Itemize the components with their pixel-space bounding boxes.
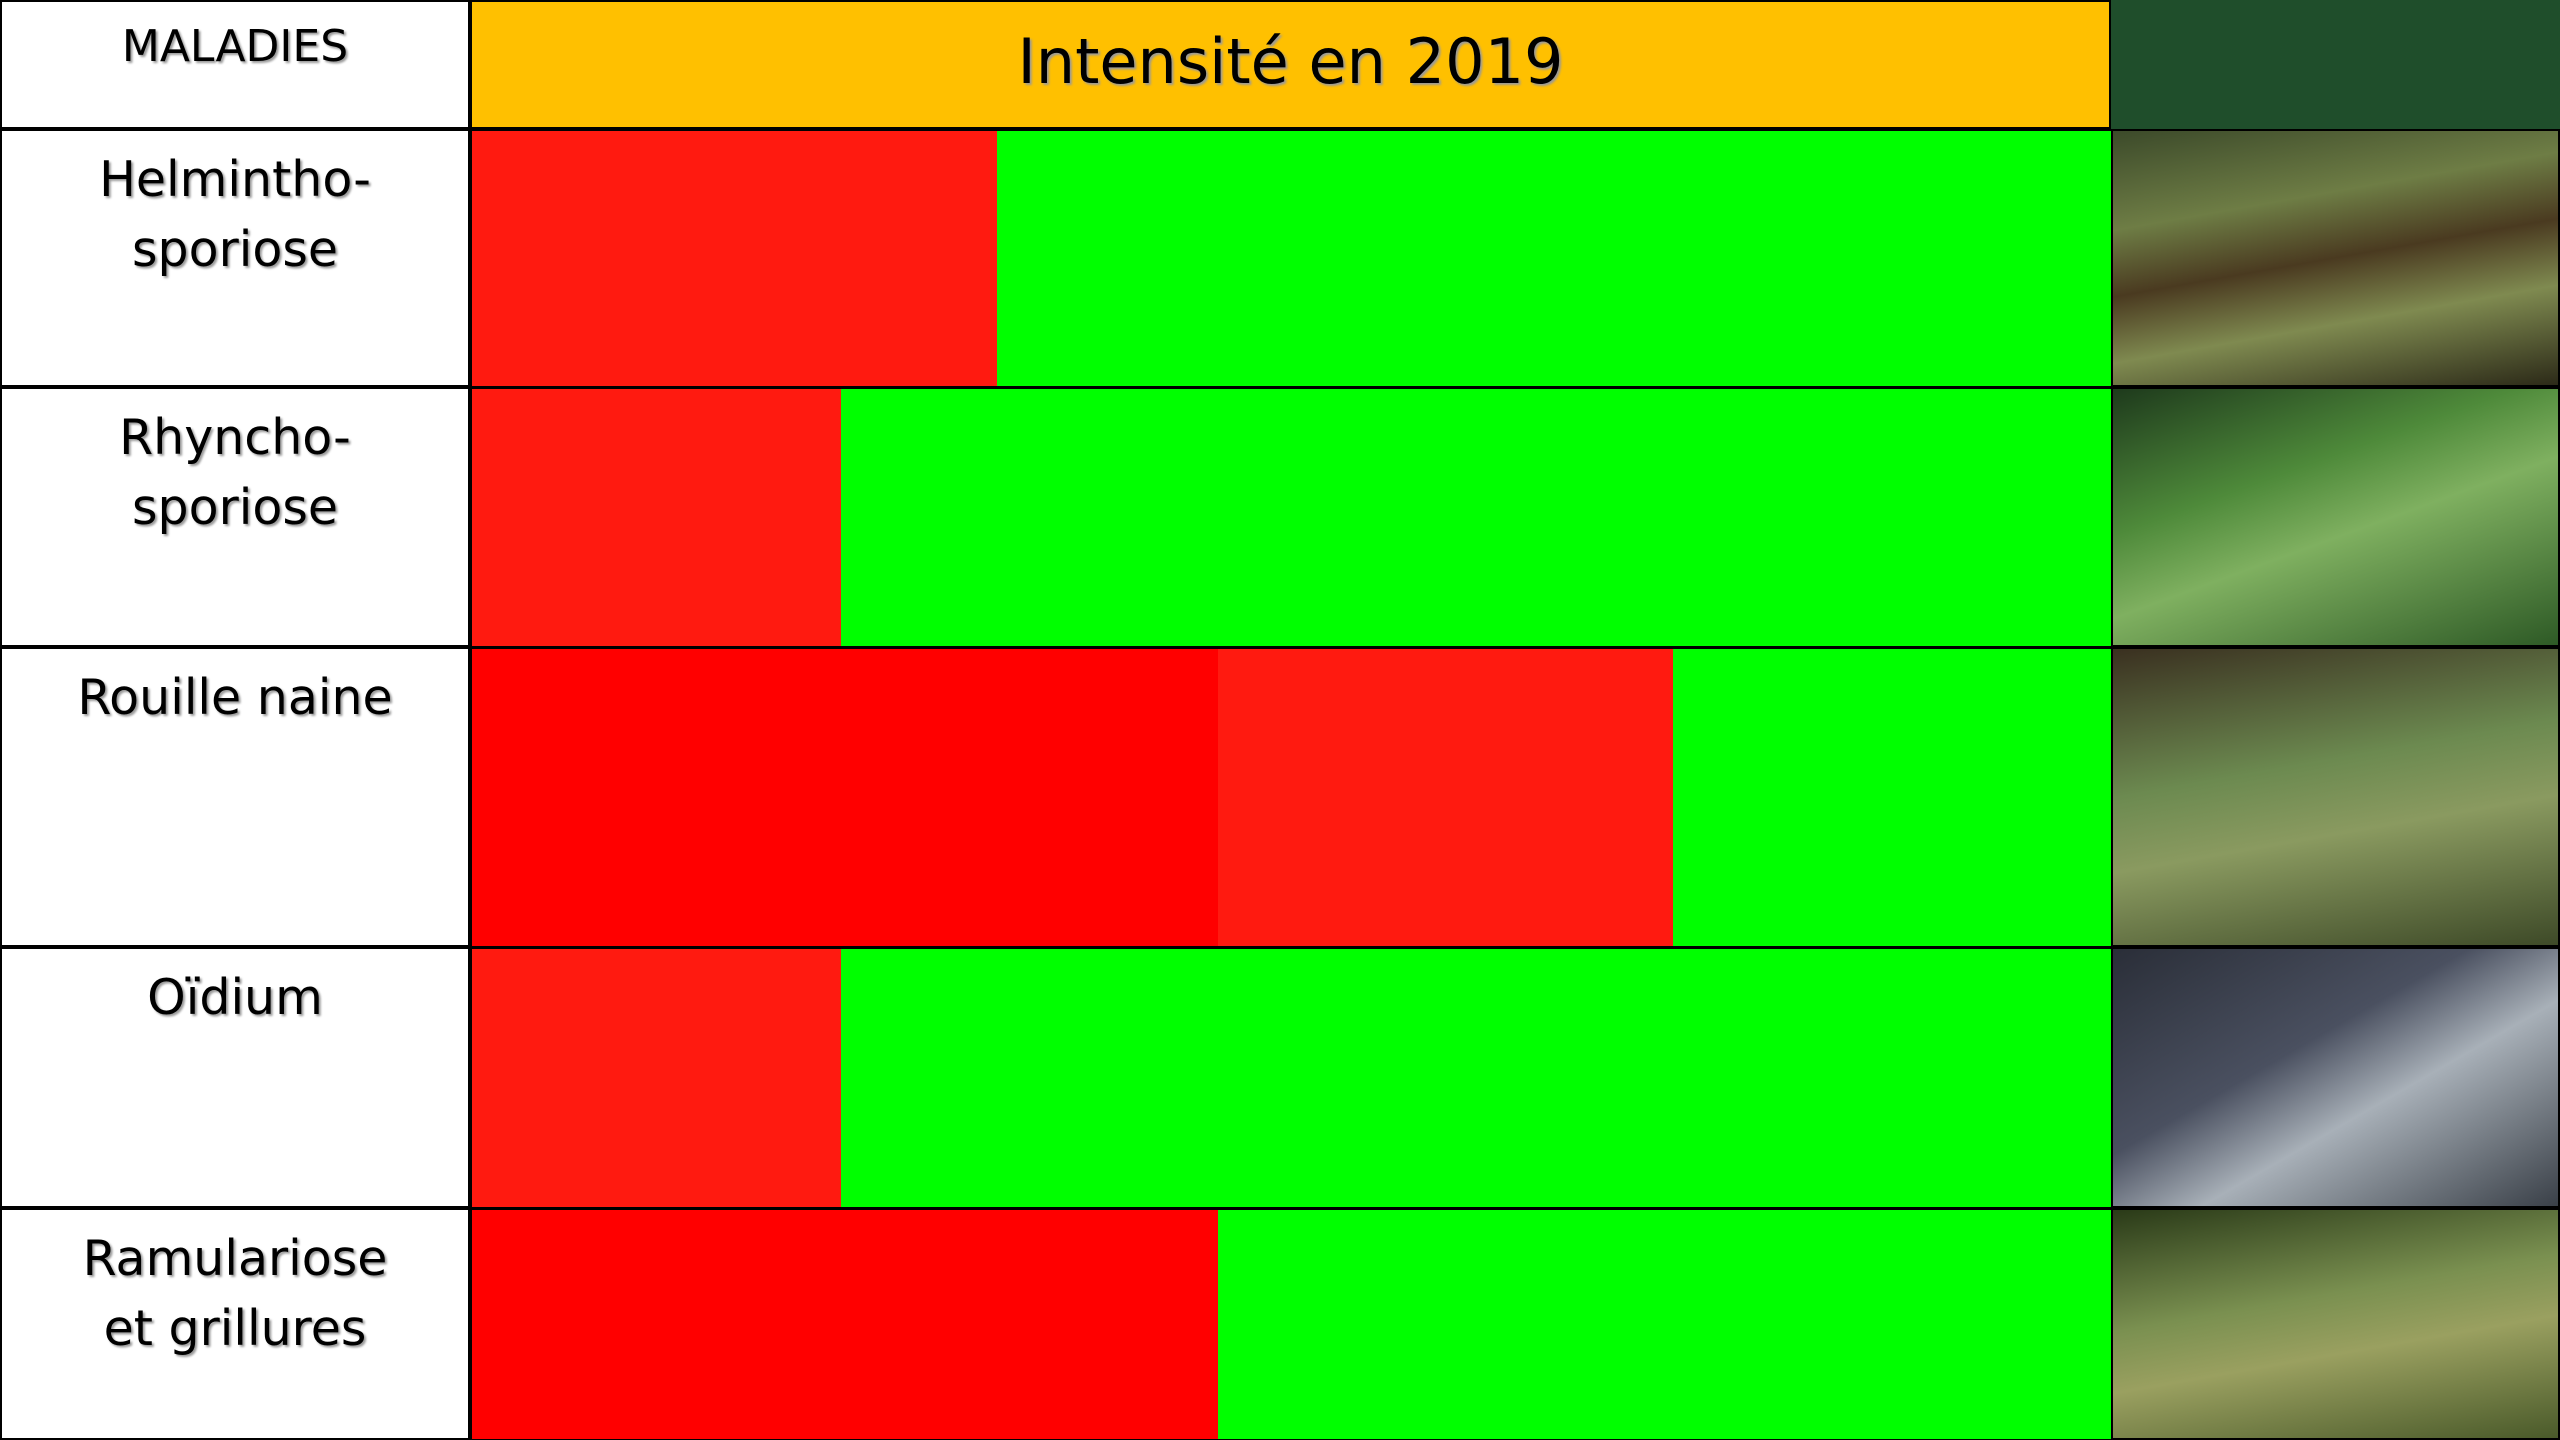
row-label-cell: Ramulariose et grillures bbox=[0, 1208, 470, 1440]
row-label-cell: Rouille naine bbox=[0, 647, 470, 947]
header-title-cell: Intensité en 2019 bbox=[470, 0, 2111, 129]
intensity-segment bbox=[841, 387, 2111, 647]
intensity-segment bbox=[470, 129, 997, 387]
disease-photo bbox=[2111, 647, 2560, 947]
header-photo-cell bbox=[2111, 0, 2560, 129]
intensity-segment bbox=[1218, 647, 1673, 947]
intensity-segment bbox=[470, 647, 1218, 947]
header-label: MALADIES bbox=[2, 12, 468, 82]
row-label: Ramulariose et grillures bbox=[2, 1224, 468, 1364]
row-label-cell: Rhyncho- sporiose bbox=[0, 387, 470, 647]
header-title: Intensité en 2019 bbox=[472, 22, 2109, 102]
header-cell: MALADIES bbox=[0, 0, 470, 129]
row-label-cell: Oïdium bbox=[0, 947, 470, 1208]
disease-photo bbox=[2111, 387, 2560, 647]
intensity-segment bbox=[470, 947, 841, 1208]
disease-photo bbox=[2111, 1208, 2560, 1440]
row-label: Rhyncho- sporiose bbox=[2, 403, 468, 543]
intensity-segment bbox=[997, 129, 2111, 387]
intensity-segment bbox=[470, 387, 841, 647]
intensity-segment bbox=[1218, 1208, 2111, 1440]
row-label-cell: Helmintho- sporiose bbox=[0, 129, 470, 387]
intensity-segment bbox=[470, 1208, 1218, 1440]
page: MALADIES Intensité en 2019 Helmintho- sp… bbox=[0, 0, 2560, 1440]
intensity-segment bbox=[1673, 647, 2111, 947]
row-label: Oïdium bbox=[2, 963, 468, 1033]
column-divider bbox=[469, 0, 472, 1440]
disease-photo bbox=[2111, 129, 2560, 387]
disease-photo bbox=[2111, 947, 2560, 1208]
intensity-segment bbox=[841, 947, 2111, 1208]
row-label: Helmintho- sporiose bbox=[2, 145, 468, 285]
row-label: Rouille naine bbox=[2, 663, 468, 733]
